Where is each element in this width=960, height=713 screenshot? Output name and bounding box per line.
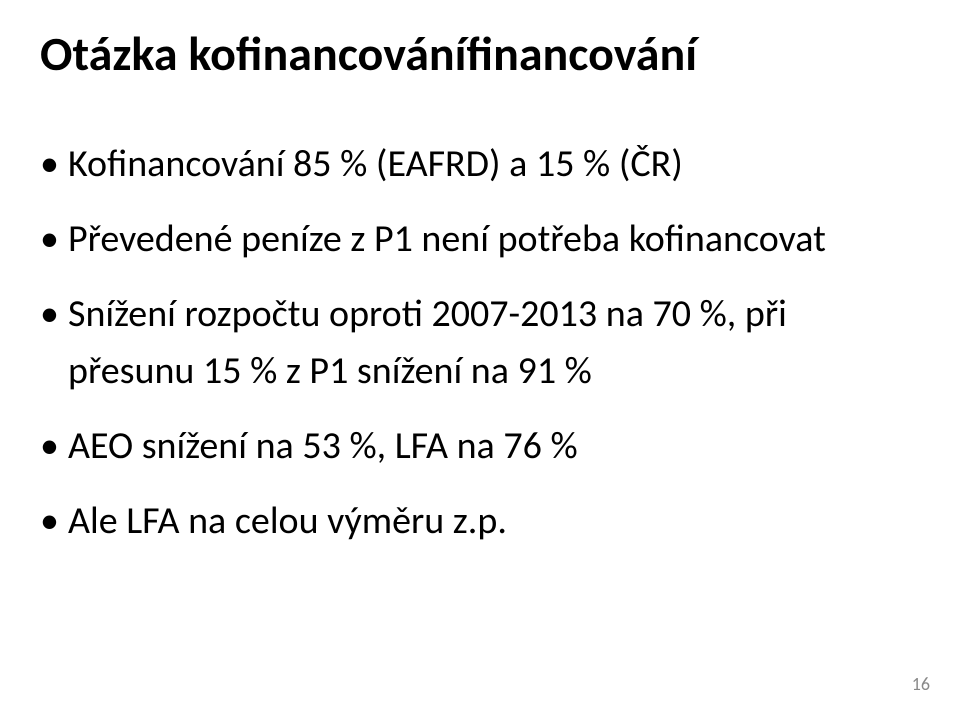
slide-container: Otázka kofinancovánífinancování Kofinanc…	[0, 0, 960, 713]
bullet-item: Ale LFA na celou výměru z.p.	[40, 493, 920, 550]
page-number: 16	[912, 673, 930, 695]
bullet-item: AEO snížení na 53 %, LFA na 76 %	[40, 418, 920, 475]
bullet-item: Snížení rozpočtu oproti 2007-2013 na 70 …	[40, 286, 920, 400]
bullet-item: Převedené peníze z P1 není potřeba kofin…	[40, 211, 920, 268]
slide-title: Otázka kofinancovánífinancování	[40, 28, 920, 81]
bullet-item: Kofinancování 85 % (EAFRD) a 15 % (ČR)	[40, 136, 920, 193]
bullet-list: Kofinancování 85 % (EAFRD) a 15 % (ČR) P…	[40, 136, 920, 550]
